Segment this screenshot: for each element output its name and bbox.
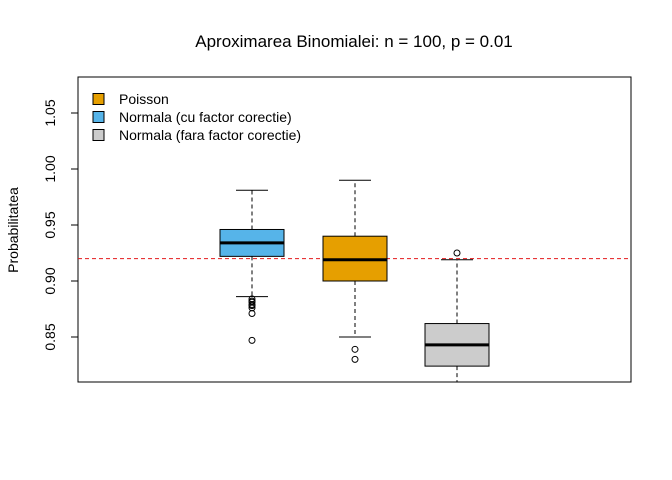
legend-swatch: [92, 111, 105, 123]
legend-label: Normala (fara factor corectie): [119, 127, 301, 143]
chart-title: Aproximarea Binomialei: n = 100, p = 0.0…: [195, 32, 513, 51]
box-1: [219, 189, 285, 344]
box-2: [322, 179, 388, 363]
y-tick-label: 1.00: [42, 155, 58, 182]
outlier-point: [248, 309, 256, 317]
y-tick-label: 0.90: [42, 267, 58, 294]
boxes: [219, 179, 490, 382]
y-tick-label: 1.05: [42, 99, 58, 126]
y-axis-label: Probabilitatea: [5, 187, 21, 273]
legend-swatch: [92, 129, 105, 141]
y-tick-label: 0.95: [42, 211, 58, 238]
outlier-point: [248, 302, 256, 310]
legend: Poisson Normala (cu factor corectie) Norma…: [92, 91, 301, 143]
y-tick-label: 0.85: [42, 323, 58, 350]
legend-label: Poisson: [119, 91, 169, 107]
outlier-point: [248, 336, 256, 344]
y-axis: 0.85 0.90 0.95 1.00 1.05: [42, 99, 79, 351]
legend-label: Normala (cu factor corectie): [119, 109, 292, 125]
outlier-point: [351, 345, 359, 353]
outlier-point: [453, 249, 461, 257]
outlier-point: [351, 355, 359, 363]
legend-swatch: [92, 93, 105, 105]
box-3: [424, 249, 490, 382]
